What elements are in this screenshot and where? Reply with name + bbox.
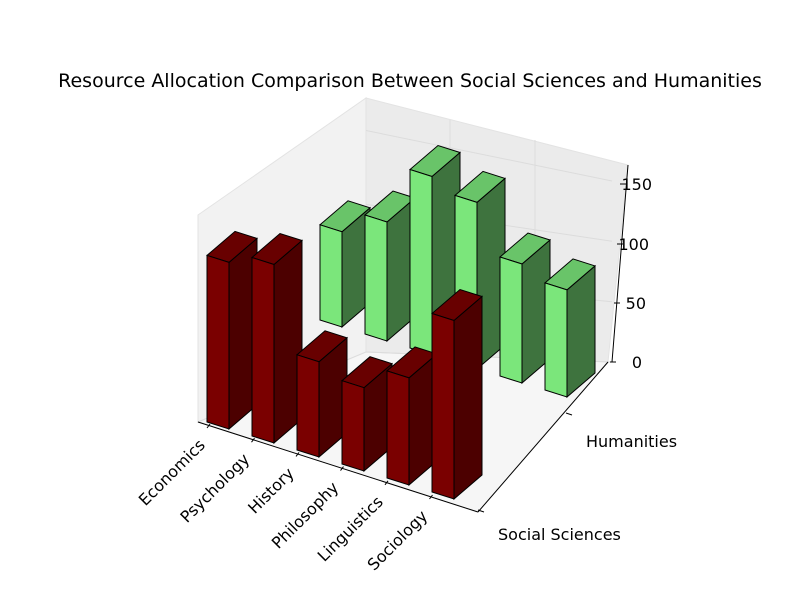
bar-social-sciences-economics-front	[206, 254, 230, 430]
z-tick-label-150: 150	[621, 175, 652, 194]
y-tick-label-humanities: Humanities	[586, 432, 677, 451]
bar-humanities-economics-front	[319, 224, 343, 328]
y-tick-1	[565, 412, 573, 416]
bar-social-sciences-psychology-front	[251, 256, 275, 444]
bar-humanities-sociology-front	[544, 282, 568, 398]
bar-social-sciences-linguistics	[385, 346, 439, 487]
bar-humanities-psychology-front	[364, 214, 388, 342]
bar-social-sciences-philosophy-front	[341, 380, 365, 472]
z-tick-label-0: 0	[632, 353, 642, 372]
bar-humanities-sociology	[543, 258, 597, 399]
y-axis-line	[477, 361, 609, 513]
z-tick-label-100: 100	[618, 235, 649, 254]
chart-title: Resource Allocation Comparison Between S…	[58, 70, 762, 92]
x-tick-4	[384, 480, 389, 486]
x-tick-2	[295, 452, 300, 457]
x-tick-label-history: History	[244, 464, 298, 518]
bar-humanities-linguistics-front	[499, 256, 523, 384]
x-tick-3	[340, 466, 344, 471]
y-tick-0	[477, 509, 485, 513]
bar-social-sciences-history	[295, 330, 349, 459]
y-tick-label-social-sciences: Social Sciences	[498, 525, 621, 544]
bar-social-sciences-sociology-side	[453, 295, 483, 501]
x-tick-5	[429, 494, 433, 500]
bar-social-sciences-linguistics-front	[386, 370, 410, 486]
x-tick-0	[206, 423, 211, 429]
bar-social-sciences-psychology	[250, 232, 304, 445]
x-tick-1	[251, 437, 255, 443]
bar-humanities-history-front	[409, 168, 433, 356]
bar-social-sciences-sociology	[430, 288, 484, 501]
bar-social-sciences-sociology-front	[431, 312, 455, 500]
z-tick-label-50: 50	[626, 294, 646, 313]
bar-humanities-psychology	[363, 190, 417, 343]
z-axis-line	[611, 164, 629, 363]
bar-social-sciences-philosophy	[340, 356, 394, 473]
bar-social-sciences-history-front	[296, 354, 320, 458]
bar-humanities-economics	[318, 200, 372, 329]
bar-social-sciences-economics	[205, 230, 259, 431]
bar-humanities-linguistics	[498, 232, 552, 385]
gridline-z-3	[365, 130, 613, 182]
